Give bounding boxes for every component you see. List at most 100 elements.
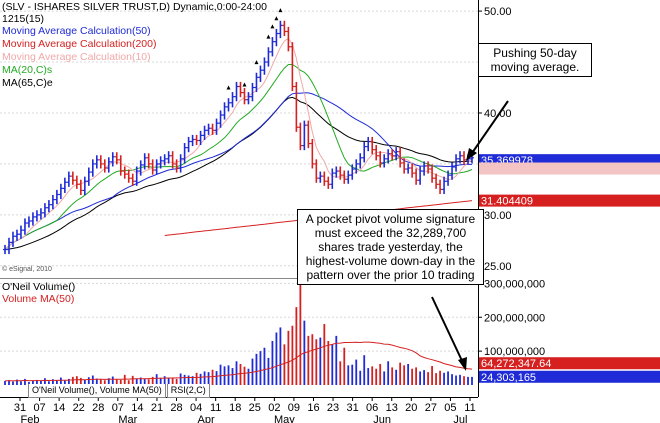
price-bar <box>426 161 431 174</box>
price-bar <box>122 166 127 179</box>
price-bar <box>6 237 11 255</box>
price-bar <box>194 134 199 146</box>
price-bar <box>206 123 211 135</box>
price-bar <box>334 166 339 178</box>
price-bar <box>322 171 327 186</box>
volume-legend: O'Neil Volume() <box>2 281 76 293</box>
price-bar <box>318 171 323 183</box>
price-bar <box>446 170 451 186</box>
volume-axis-ticks: 100,000,000 200,000,000 300,000,000 <box>478 278 545 358</box>
price-bar <box>126 169 131 183</box>
time-tick-label: 04 <box>190 402 202 414</box>
chart-title: (SLV - ISHARES SILVER TRUST,D) Dynamic,0… <box>2 1 267 13</box>
svg-text:34.9: 34.9 <box>481 164 502 176</box>
price-bar <box>406 163 411 174</box>
price-bars <box>3 8 474 255</box>
time-tick-label: 13 <box>386 402 398 414</box>
ma-legend-200: Moving Average Calculation(200) <box>2 38 157 50</box>
price-tick-label: 40.00 <box>484 108 512 120</box>
price-bar <box>38 208 43 220</box>
price-bar <box>110 152 115 167</box>
bottom-arrow-head <box>458 357 467 371</box>
time-tick-label: 09 <box>288 402 300 414</box>
price-bar <box>46 200 51 213</box>
price-bar <box>142 153 147 170</box>
time-tick-label: 28 <box>92 402 104 414</box>
price-bar <box>74 175 79 189</box>
price-bar <box>146 153 151 169</box>
price-bar <box>342 170 347 184</box>
price-bar <box>454 154 459 172</box>
month-label: Jul <box>453 414 467 423</box>
price-bar <box>190 134 195 147</box>
price-bar <box>450 162 455 180</box>
time-tick-label: 27 <box>425 402 437 414</box>
price-bar <box>418 166 423 185</box>
copyright: © eSignal, 2010 <box>2 266 52 273</box>
price-bar <box>250 82 255 102</box>
tab-oneil-volume[interactable]: O'Neil Volume(), Volume MA(50) <box>28 384 166 398</box>
pivot-marker <box>226 85 231 90</box>
time-tick-label: 06 <box>366 402 378 414</box>
price-bar <box>34 210 39 222</box>
price-bar <box>270 37 275 57</box>
price-bar <box>354 159 359 174</box>
ma-legend-20: MA(20,C)s <box>2 64 53 76</box>
price-bar <box>438 179 443 194</box>
month-label: Mar <box>118 414 137 423</box>
price-bar <box>54 189 59 205</box>
time-tick-label: 31 <box>14 402 26 414</box>
price-bar <box>26 216 31 228</box>
price-bar <box>390 149 395 161</box>
ma-legend-65: MA(65,C)e <box>2 77 53 89</box>
price-bar <box>62 177 67 193</box>
price-bar <box>138 160 143 176</box>
price-bar <box>374 145 379 161</box>
volume-tick-label: 100,000,000 <box>484 346 545 358</box>
price-bar <box>326 176 331 189</box>
price-bar <box>230 92 235 108</box>
price-bar <box>278 20 283 39</box>
price-bar <box>310 138 315 169</box>
time-tick-label: 31 <box>346 402 358 414</box>
ma-legend-10: Moving Average Calculation(10) <box>2 51 151 63</box>
price-bar <box>50 195 55 210</box>
price-bar <box>402 158 407 174</box>
price-bar <box>10 231 15 247</box>
price-bar <box>234 81 239 102</box>
price-bar <box>202 125 207 140</box>
price-bar <box>98 155 103 169</box>
pivot-marker <box>266 34 271 39</box>
svg-text:31.404409: 31.404409 <box>481 196 533 208</box>
price-bar <box>214 118 219 135</box>
svg-text:24,303,165: 24,303,165 <box>481 372 536 384</box>
time-tick-label: 25 <box>249 402 261 414</box>
volume-tick-label: 200,000,000 <box>484 312 545 324</box>
price-bar <box>290 42 295 92</box>
price-bar <box>286 26 291 52</box>
price-bar <box>218 110 223 128</box>
pivot-marker <box>270 24 275 29</box>
price-bar <box>82 176 87 195</box>
pivot-marker <box>254 60 259 65</box>
price-bar <box>70 171 75 185</box>
time-tick-label: 16 <box>307 402 319 414</box>
price-bar <box>394 147 399 161</box>
price-bar <box>238 81 243 98</box>
price-bar <box>462 151 467 165</box>
price-bar <box>422 161 427 176</box>
top-arrow <box>469 100 509 157</box>
price-bar <box>298 122 303 151</box>
price-bar <box>434 173 439 189</box>
volume-ma-path <box>4 341 473 382</box>
price-bar <box>94 155 99 169</box>
price-bar <box>210 123 215 135</box>
price-bar <box>338 166 343 180</box>
time-tick-label: 28 <box>170 402 182 414</box>
price-bar <box>430 164 435 183</box>
tab-rsi[interactable]: RSI(2,C) <box>166 384 210 398</box>
top-arrow-head <box>466 148 477 161</box>
time-axis-ticks: 31 07 14 22 28 07 14 21 28 04 11 18 25 02 09 16 23 31 06 13… <box>14 397 476 423</box>
pivot-marker <box>242 82 247 87</box>
